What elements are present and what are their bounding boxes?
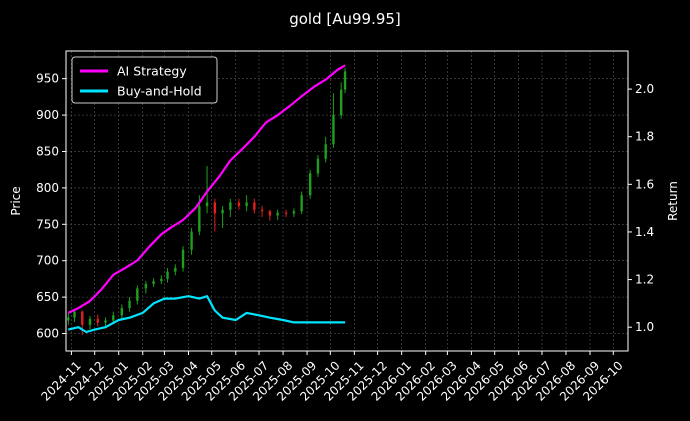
candle-body (339, 89, 343, 116)
candle-body (112, 315, 115, 321)
y-tick-label-right: 1.4 (635, 225, 654, 239)
y-tick-label-right: 2.0 (635, 82, 654, 96)
candle-body (152, 281, 155, 285)
candle-body (284, 212, 288, 214)
left-y-axis: 600 650 700 750 800 850 900 950 (36, 72, 66, 341)
candle-body (213, 202, 217, 214)
series-buy-and-hold (68, 295, 346, 334)
candle-body (221, 209, 224, 214)
legend-label-ai-strategy: AI Strategy (117, 64, 187, 79)
candle-body (300, 195, 303, 212)
candle-body (229, 202, 232, 210)
candle-body (237, 202, 241, 207)
candle-body (166, 271, 169, 279)
candle-body (332, 115, 335, 145)
candle-body (96, 318, 99, 323)
candle-body (253, 202, 256, 210)
legend: AI Strategy Buy-and-Hold (71, 56, 218, 104)
y-axis-label-left: Price (9, 186, 23, 215)
y-tick-label-right: 1.8 (635, 130, 654, 144)
y-tick-label-left: 700 (36, 254, 59, 268)
y-tick-label-left: 850 (36, 144, 59, 158)
plot-frame (65, 50, 629, 352)
legend-box (71, 56, 218, 104)
candle-body (205, 202, 209, 207)
y-tick-label-right: 1.2 (635, 273, 654, 287)
candle-body (174, 267, 177, 272)
candle-body (308, 173, 312, 196)
candle-body (260, 209, 264, 212)
candle-body (120, 308, 124, 316)
candle-body (144, 284, 148, 289)
y-axis-label-right: Return (666, 181, 680, 221)
candle-body (128, 300, 131, 309)
candle-body (324, 144, 327, 159)
y-tick-label-left: 800 (36, 181, 59, 195)
candle-body (181, 249, 185, 268)
candle-body (245, 202, 248, 207)
y-tick-label-right: 1.6 (635, 177, 654, 191)
candle-body (73, 311, 76, 318)
candle-body (268, 211, 272, 216)
right-y-axis: 1.0 1.2 1.4 1.6 1.8 2.0 (628, 82, 654, 334)
y-tick-label-left: 650 (36, 290, 59, 304)
candle-body (343, 71, 347, 90)
chart-title: gold [Au99.95] (289, 10, 401, 28)
candlesticks (67, 67, 347, 335)
y-tick-label-left: 900 (36, 108, 59, 122)
candle-body (136, 288, 139, 301)
legend-label-buy-and-hold: Buy-and-Hold (117, 84, 202, 99)
y-tick-label-left: 950 (36, 72, 59, 86)
candle-body (316, 158, 320, 174)
x-axis: 2024-112024-122025-012025-022025-032025-… (38, 351, 626, 404)
candle-body (292, 211, 296, 214)
y-tick-label-left: 600 (36, 327, 59, 341)
series-ai-strategy (67, 64, 346, 314)
candle-body (88, 318, 92, 325)
candle-body (81, 311, 84, 325)
y-tick-label-right: 1.0 (635, 320, 654, 334)
candle-body (276, 212, 279, 216)
candle-body (190, 231, 193, 250)
candle-body (104, 320, 107, 323)
series-lines (67, 64, 346, 334)
y-tick-label-left: 750 (36, 217, 59, 231)
candle-body (67, 317, 70, 321)
candle-body (160, 278, 163, 282)
candle-body (198, 206, 201, 232)
